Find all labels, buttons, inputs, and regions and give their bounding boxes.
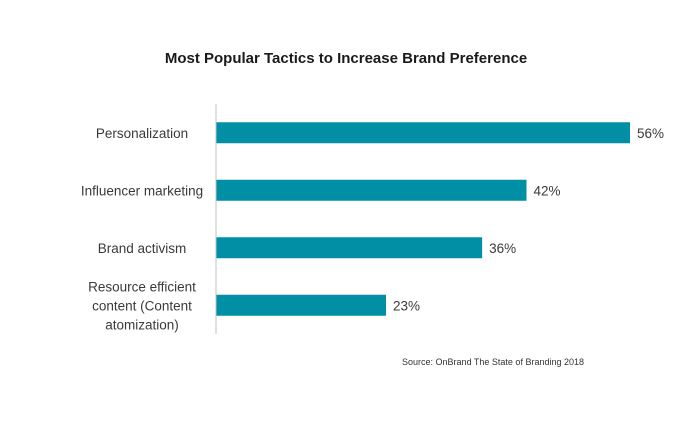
bar-3 [216,294,387,316]
labels-layer: 56% Personalization 42% Influencer marketin… [81,126,664,333]
source-note: Source: OnBrand The State of Branding 20… [402,357,584,367]
bar-1 [216,179,527,201]
data-label-2: 36% [489,241,516,256]
bar-0 [216,122,630,144]
data-label-0: 56% [637,126,664,141]
bars-layer [216,122,630,316]
data-label-1: 42% [534,183,561,198]
chart-title: Most Popular Tactics to Increase Brand P… [165,50,527,67]
category-label-1: Influencer marketing [81,183,203,198]
category-label-3: Resource efficient content (Content atomiz… [88,279,196,332]
category-label-2: Brand activism [98,241,187,256]
data-label-3: 23% [393,298,420,313]
category-label-0: Personalization [96,126,188,141]
bar-2 [216,237,483,259]
